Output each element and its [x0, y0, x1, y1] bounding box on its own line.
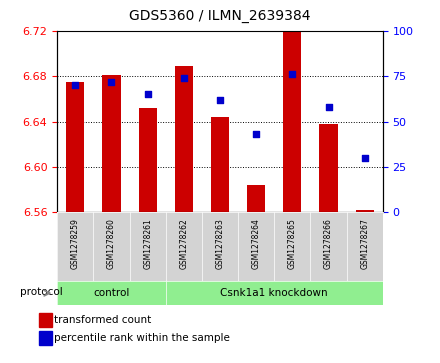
Bar: [139, 108, 157, 212]
Text: GSM1278263: GSM1278263: [216, 218, 224, 269]
Point: [253, 131, 260, 137]
Bar: [39, 331, 52, 345]
Bar: [319, 124, 337, 212]
Point: [108, 79, 115, 85]
Text: GSM1278260: GSM1278260: [107, 218, 116, 269]
Text: percentile rank within the sample: percentile rank within the sample: [54, 334, 230, 343]
Point: [180, 75, 187, 81]
Bar: [175, 66, 193, 212]
Text: GSM1278266: GSM1278266: [324, 218, 333, 269]
Text: Csnk1a1 knockdown: Csnk1a1 knockdown: [220, 288, 328, 298]
Text: GSM1278259: GSM1278259: [71, 218, 80, 269]
Text: GSM1278264: GSM1278264: [252, 218, 260, 269]
Text: GDS5360 / ILMN_2639384: GDS5360 / ILMN_2639384: [129, 9, 311, 23]
Text: protocol: protocol: [20, 287, 63, 297]
Text: control: control: [93, 288, 130, 298]
Bar: [247, 185, 265, 212]
Bar: [211, 117, 229, 212]
Point: [72, 82, 79, 88]
Text: GSM1278267: GSM1278267: [360, 218, 369, 269]
Bar: [283, 32, 301, 212]
Bar: [103, 75, 121, 212]
Text: GSM1278265: GSM1278265: [288, 218, 297, 269]
Point: [325, 104, 332, 110]
Bar: [66, 82, 84, 212]
Text: transformed count: transformed count: [54, 315, 151, 325]
Text: GSM1278261: GSM1278261: [143, 218, 152, 269]
Bar: [356, 210, 374, 212]
Point: [216, 97, 224, 103]
Text: GSM1278262: GSM1278262: [180, 218, 188, 269]
Point: [289, 72, 296, 77]
Point: [144, 91, 151, 97]
Point: [361, 155, 368, 161]
Bar: [39, 313, 52, 327]
